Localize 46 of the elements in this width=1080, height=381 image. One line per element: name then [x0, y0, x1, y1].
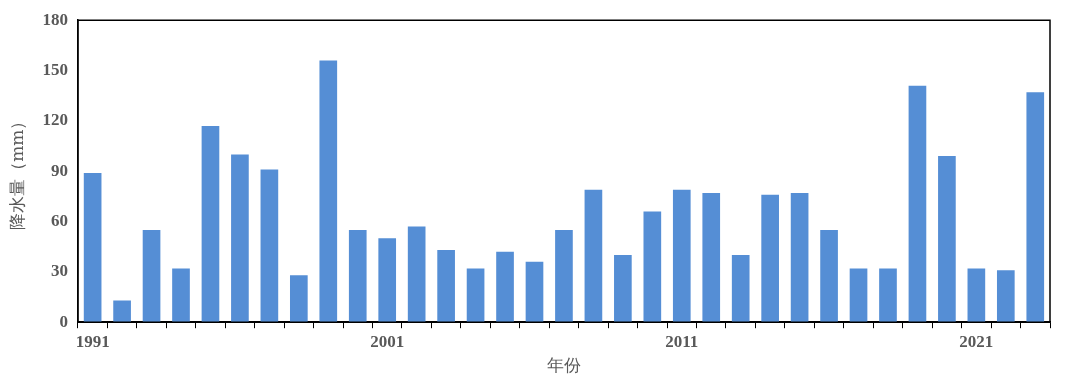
bar: [201, 125, 220, 323]
bar: [231, 154, 249, 323]
bar: [643, 211, 662, 323]
x-tick-label: 2001: [370, 331, 405, 351]
bar: [879, 268, 897, 323]
bar: [1026, 92, 1045, 323]
bar: [820, 229, 838, 323]
bar: [113, 300, 131, 323]
bar: [555, 229, 573, 323]
bar: [290, 275, 308, 323]
bar: [790, 193, 809, 323]
bar: [584, 189, 603, 323]
x-tick-label: 2021: [959, 331, 994, 351]
y-tick-label: 60: [50, 210, 68, 230]
bar: [614, 255, 632, 323]
y-tick-label: 90: [50, 160, 68, 180]
bar: [731, 255, 750, 323]
bar: [761, 194, 779, 323]
bar: [437, 250, 455, 323]
bar: [172, 268, 190, 323]
bar: [466, 268, 485, 323]
bar: [908, 85, 927, 323]
bar: [996, 270, 1015, 323]
bar: [849, 268, 868, 323]
bar: [525, 261, 544, 323]
bar: [407, 226, 426, 323]
bar: [672, 189, 691, 323]
bar: [319, 60, 338, 323]
y-tick-label: 30: [50, 261, 68, 281]
bar: [967, 268, 986, 323]
y-axis-title: 降水量（mm）: [6, 112, 27, 230]
y-tick-label: 120: [42, 110, 68, 130]
x-axis-title: 年份: [546, 355, 581, 376]
bar: [496, 251, 514, 323]
bar: [348, 229, 367, 323]
bar: [83, 172, 102, 323]
bar: [142, 229, 161, 323]
y-tick-label: 0: [59, 311, 68, 331]
x-tick-label: 2011: [665, 331, 699, 351]
bar: [260, 169, 279, 323]
bar: [702, 193, 721, 323]
x-tick-label: 1991: [75, 331, 110, 351]
y-tick-label: 150: [42, 59, 68, 79]
bar: [938, 156, 956, 323]
bar: [378, 238, 397, 323]
y-tick-label: 180: [42, 9, 68, 29]
